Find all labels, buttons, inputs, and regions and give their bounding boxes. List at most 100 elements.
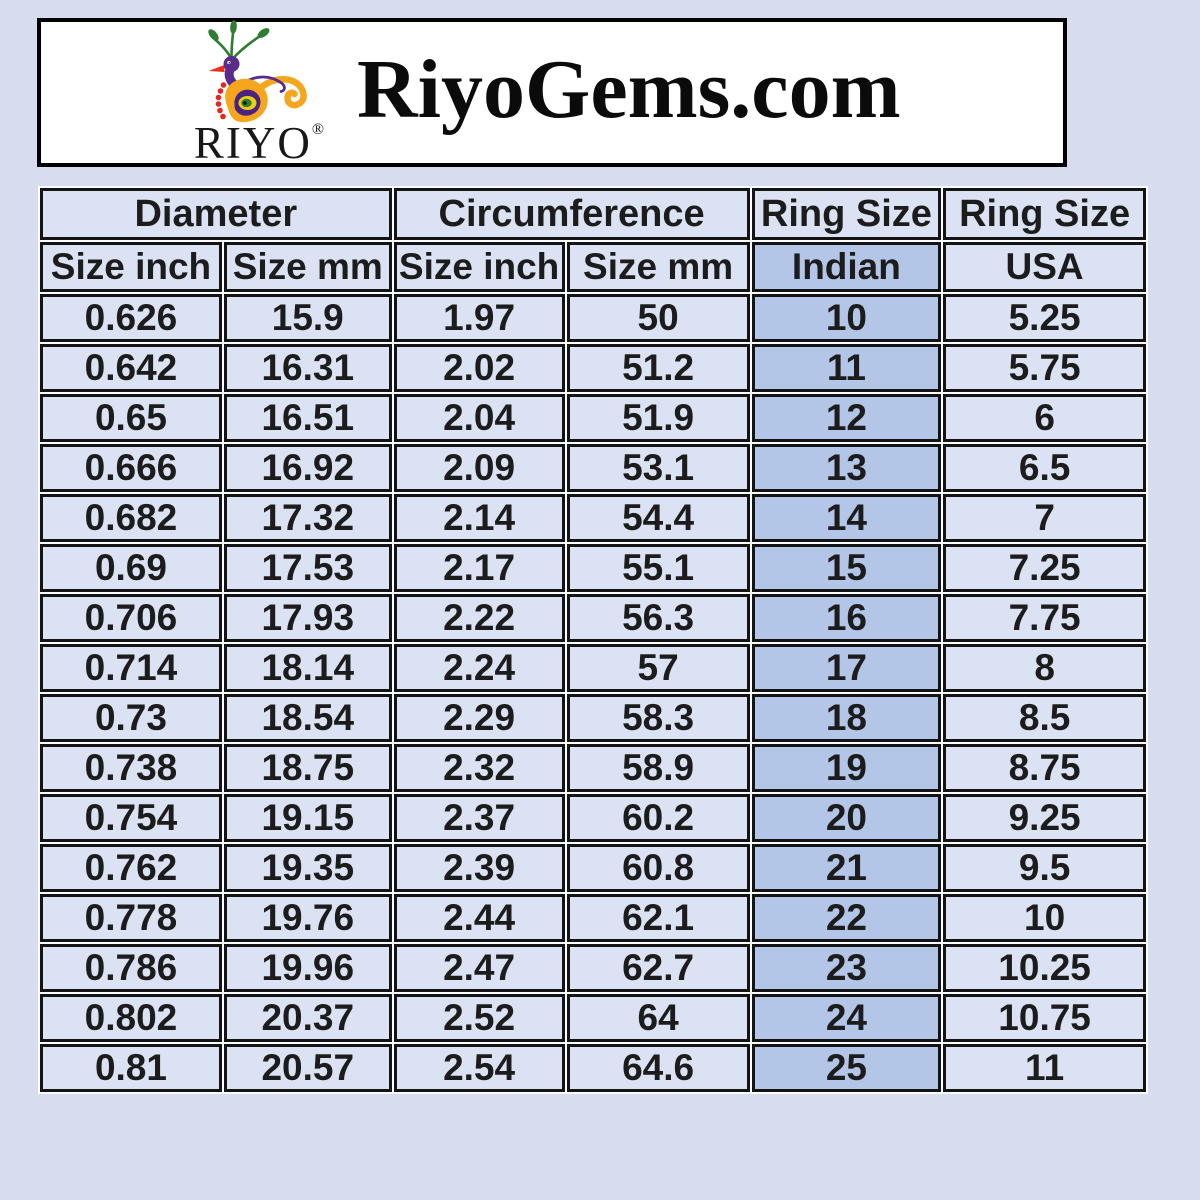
table-cell: 2.44 — [393, 894, 565, 942]
table-cell: 10.25 — [943, 944, 1146, 992]
table-row: 0.81 20.57 2.54 64.6 25 11 — [40, 1044, 1146, 1092]
sub-header-cell: Size inch — [40, 242, 222, 292]
sub-header-cell: Size mm — [223, 242, 392, 292]
table-cell: 0.762 — [40, 844, 222, 892]
table-cell: 1.97 — [393, 294, 565, 342]
table-cell: 0.69 — [40, 544, 222, 592]
table-cell: 18.14 — [223, 644, 392, 692]
table-cell: 10.75 — [943, 994, 1146, 1042]
sub-header-row: Size inch Size mm Size inch Size mm Indian US… — [40, 242, 1146, 292]
table-row: 0.786 19.96 2.47 62.7 23 10.25 — [40, 944, 1146, 992]
table-cell: 12 — [751, 394, 942, 442]
table-cell: 0.706 — [40, 594, 222, 642]
table-cell: 2.22 — [393, 594, 565, 642]
table-cell: 17.32 — [223, 494, 392, 542]
table-cell: 7.25 — [943, 544, 1146, 592]
table-cell: 2.09 — [393, 444, 565, 492]
table-cell: 2.14 — [393, 494, 565, 542]
table-cell: 60.8 — [566, 844, 750, 892]
table-cell: 0.642 — [40, 344, 222, 392]
logo-wordmark: RIYO® — [193, 118, 325, 168]
table-cell: 18 — [751, 694, 942, 742]
table-cell: 2.47 — [393, 944, 565, 992]
table-cell: 54.4 — [566, 494, 750, 542]
table-cell: 24 — [751, 994, 942, 1042]
table-cell: 53.1 — [566, 444, 750, 492]
table-cell: 2.29 — [393, 694, 565, 742]
table-cell: 9.25 — [943, 794, 1146, 842]
table-cell: 15.9 — [223, 294, 392, 342]
table-cell: 16 — [751, 594, 942, 642]
table-cell: 8 — [943, 644, 1146, 692]
table-cell: 19.35 — [223, 844, 392, 892]
table-cell: 7 — [943, 494, 1146, 542]
peacock-crest — [213, 27, 263, 61]
brand-header: RIYO® RiyoGems.com — [37, 18, 1067, 167]
table-row: 0.626 15.9 1.97 50 10 5.25 — [40, 294, 1146, 342]
table-cell: 20.57 — [223, 1044, 392, 1092]
table-cell: 20 — [751, 794, 942, 842]
table-cell: 51.9 — [566, 394, 750, 442]
group-header-cell: Ring Size — [943, 188, 1146, 240]
table-cell: 0.786 — [40, 944, 222, 992]
table-row: 0.802 20.37 2.52 64 24 10.75 — [40, 994, 1146, 1042]
table-cell: 58.3 — [566, 694, 750, 742]
table-cell: 0.714 — [40, 644, 222, 692]
peacock-icon — [208, 20, 307, 123]
table-cell: 2.24 — [393, 644, 565, 692]
table-cell: 64.6 — [566, 1044, 750, 1092]
table-cell: 0.626 — [40, 294, 222, 342]
table-cell: 18.75 — [223, 744, 392, 792]
table-cell: 11 — [751, 344, 942, 392]
table-cell: 60.2 — [566, 794, 750, 842]
table-cell: 0.666 — [40, 444, 222, 492]
table-cell: 23 — [751, 944, 942, 992]
table-cell: 16.92 — [223, 444, 392, 492]
table-cell: 16.51 — [223, 394, 392, 442]
table-row: 0.762 19.35 2.39 60.8 21 9.5 — [40, 844, 1146, 892]
table-head: Diameter Circumference Ring Size Ring Size … — [40, 188, 1146, 292]
registered-mark-icon: ® — [311, 121, 325, 138]
table-cell: 0.682 — [40, 494, 222, 542]
table-cell: 9.5 — [943, 844, 1146, 892]
table-cell: 17.93 — [223, 594, 392, 642]
peacock-tail — [258, 76, 307, 109]
table-row: 0.778 19.76 2.44 62.1 22 10 — [40, 894, 1146, 942]
table-cell: 2.52 — [393, 994, 565, 1042]
table-cell: 64 — [566, 994, 750, 1042]
table-cell: 2.37 — [393, 794, 565, 842]
table-cell: 13 — [751, 444, 942, 492]
table-cell: 8.75 — [943, 744, 1146, 792]
group-header-cell: Diameter — [40, 188, 392, 240]
table-cell: 11 — [943, 1044, 1146, 1092]
table-cell: 19.76 — [223, 894, 392, 942]
table-cell: 17 — [751, 644, 942, 692]
sub-header-cell: Indian — [751, 242, 942, 292]
table-cell: 0.738 — [40, 744, 222, 792]
group-header-cell: Circumference — [393, 188, 750, 240]
table-cell: 6 — [943, 394, 1146, 442]
table-cell: 50 — [566, 294, 750, 342]
sub-header-cell: Size mm — [566, 242, 750, 292]
sub-header-cell: Size inch — [393, 242, 565, 292]
table-cell: 56.3 — [566, 594, 750, 642]
peacock-head — [223, 56, 240, 72]
table-cell: 51.2 — [566, 344, 750, 392]
table-cell: 16.31 — [223, 344, 392, 392]
table-cell: 8.5 — [943, 694, 1146, 742]
table-cell: 20.37 — [223, 994, 392, 1042]
table-cell: 2.17 — [393, 544, 565, 592]
table-cell: 10 — [943, 894, 1146, 942]
table-cell: 19.15 — [223, 794, 392, 842]
table-cell: 17.53 — [223, 544, 392, 592]
table-cell: 18.54 — [223, 694, 392, 742]
table-row: 0.754 19.15 2.37 60.2 20 9.25 — [40, 794, 1146, 842]
table-cell: 19.96 — [223, 944, 392, 992]
table-row: 0.73 18.54 2.29 58.3 18 8.5 — [40, 694, 1146, 742]
table-row: 0.714 18.14 2.24 57 17 8 — [40, 644, 1146, 692]
table-cell: 62.1 — [566, 894, 750, 942]
table-cell: 7.75 — [943, 594, 1146, 642]
table-cell: 5.25 — [943, 294, 1146, 342]
peacock-red-dots — [215, 82, 227, 120]
table-cell: 58.9 — [566, 744, 750, 792]
